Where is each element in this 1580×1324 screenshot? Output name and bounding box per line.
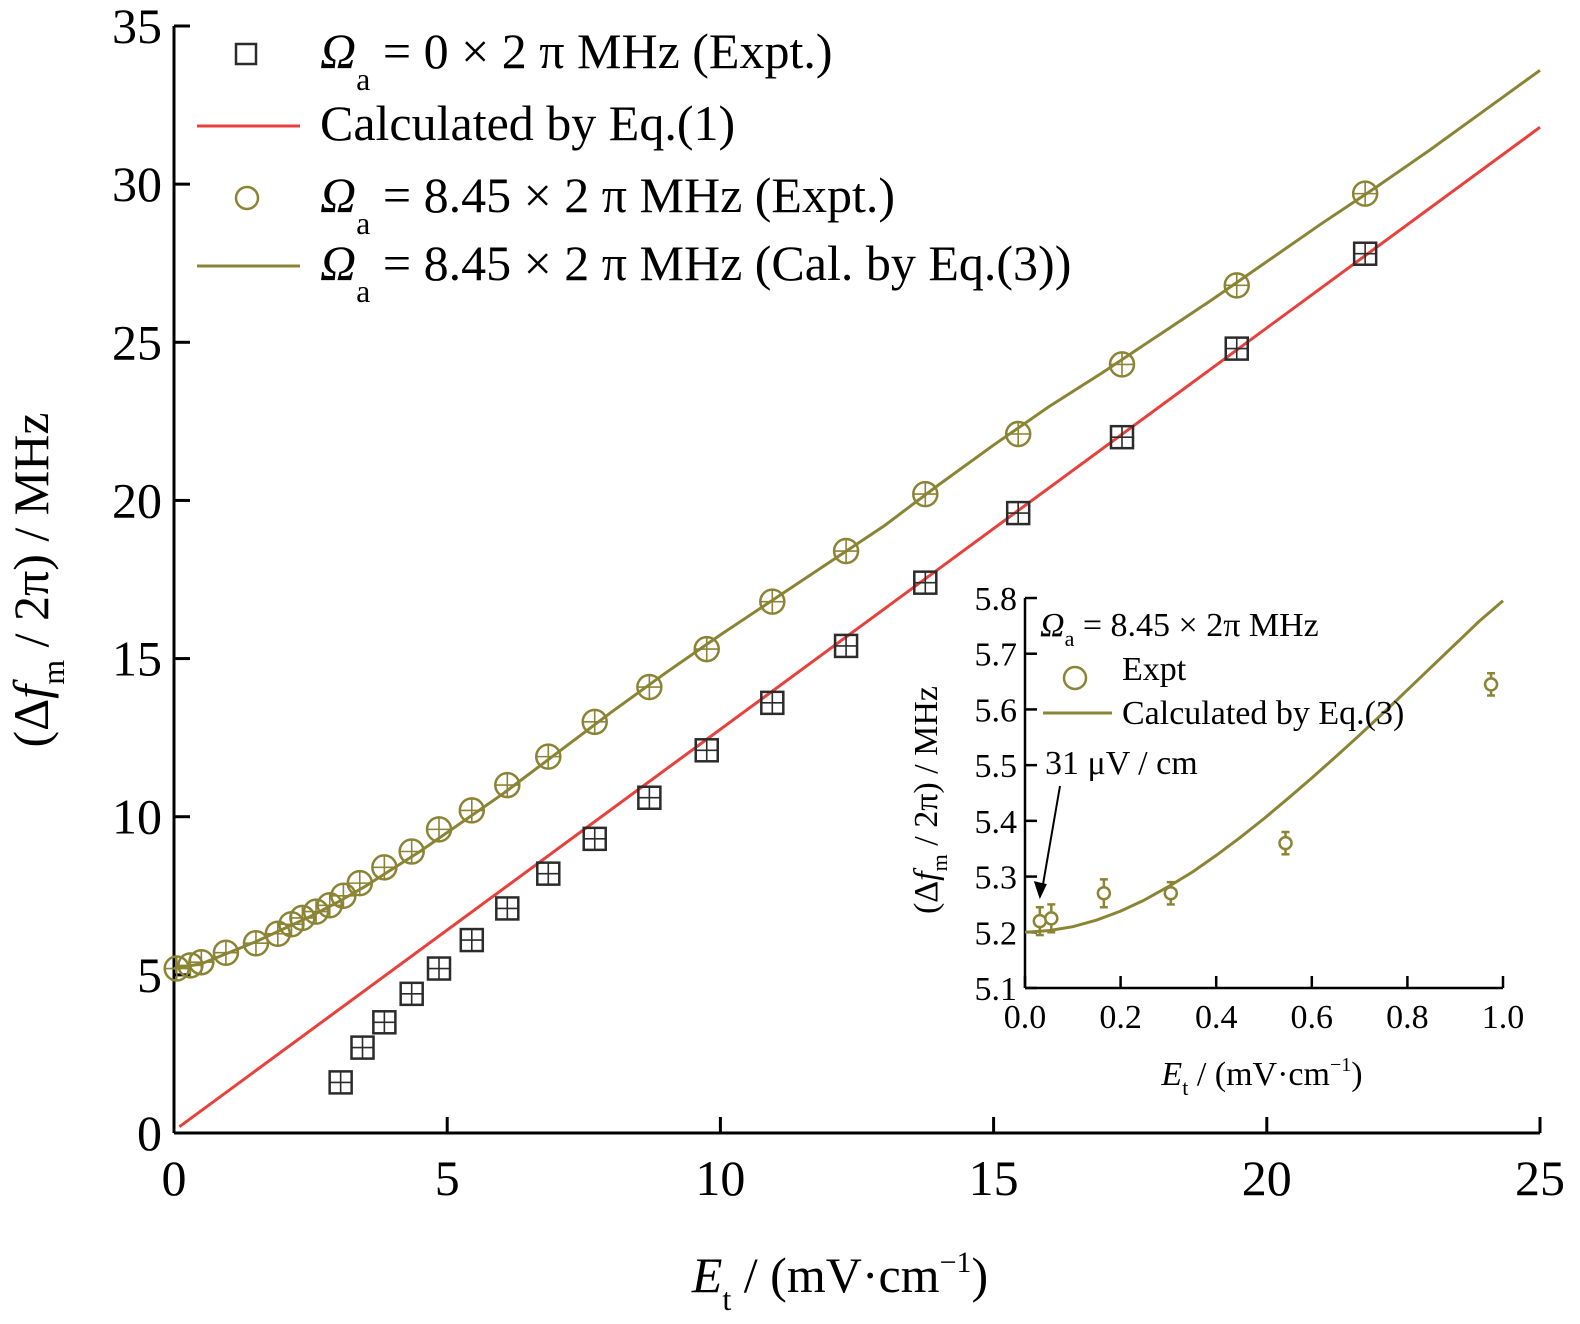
inset-annotation-arrow: [1040, 785, 1061, 892]
inset-series-line-eq3: [1024, 599, 1504, 934]
main-x-tick-label: 5: [435, 1150, 460, 1206]
axis-text: (Δ: [908, 881, 945, 914]
inset-y-tick-label: 5.6: [975, 692, 1018, 729]
main-y-tick-label: 30: [112, 156, 162, 212]
inset-legend-label: Calculated by Eq.(3): [1122, 695, 1404, 732]
legend-sub: a: [1065, 626, 1075, 651]
legend-item: Ωa = 8.45 × 2 π MHz (Expt.): [234, 167, 895, 241]
main-y-tick-label: 25: [112, 314, 162, 370]
main-x-tick-label: 10: [695, 1150, 745, 1206]
legend-text: = 8.45 × 2π MHz: [1074, 607, 1318, 644]
legend-label: Ωa = 0 × 2 π MHz (Expt.): [320, 23, 833, 97]
inset-y-tick-label: 5.1: [975, 971, 1018, 1008]
main-y-tick-label: 20: [112, 472, 162, 528]
legend-label: Calculated by Eq.(1): [320, 95, 735, 151]
axis-var: E: [691, 1247, 723, 1303]
legend-item: Ωa = 8.45 × 2 π MHz (Cal. by Eq.(3)): [197, 235, 1071, 309]
main-y-tick-label: 0: [137, 1105, 162, 1161]
inset-y-tick-label: 5.3: [975, 860, 1018, 897]
inset-legend-title: Ωa = 8.45 × 2π MHz: [1040, 607, 1319, 651]
legend-text: = 8.45 × 2 π MHz (Cal. by Eq.(3)): [370, 235, 1071, 291]
main-x-tick-label: 20: [1242, 1150, 1292, 1206]
legend-sub: a: [356, 61, 370, 97]
legend-label: Ωa = 8.45 × 2 π MHz (Cal. by Eq.(3)): [320, 235, 1071, 309]
inset-x-tick-label: 0.6: [1291, 999, 1334, 1036]
legend-item: Calculated by Eq.(1): [197, 95, 735, 151]
main-x-tick-label: 25: [1515, 1150, 1565, 1206]
legend-item: Ωa = 0 × 2 π MHz (Expt.): [234, 23, 833, 97]
inset-y-axis-label: (Δfm / 2π) / MHz: [908, 686, 952, 914]
inset-legend-label: Expt: [1122, 651, 1187, 688]
inset-data-point: [1096, 886, 1112, 901]
inset-legend-circle-icon: [1062, 665, 1088, 691]
legend-greek: Ω: [320, 235, 356, 291]
main-y-tick-label: 10: [112, 789, 162, 845]
legend-square-icon: [234, 42, 258, 66]
axis-text: / (mV·cm: [731, 1247, 939, 1303]
main-y-axis-label: (Δfm / 2π) / MHz: [3, 412, 71, 747]
inset-x-axis-label: Et / (mV·cm−1): [1160, 1054, 1362, 1100]
axis-sub: m: [35, 660, 71, 685]
inset-x-tick-label: 0.2: [1099, 999, 1142, 1036]
series-squares: [328, 241, 1378, 1095]
series-line-eq1: [178, 126, 1541, 1128]
inset-data-point: [1278, 835, 1293, 851]
inset-data-point: [1044, 911, 1059, 926]
legend-greek: Ω: [320, 23, 356, 79]
legend-text: = 0 × 2 π MHz (Expt.): [370, 23, 832, 79]
axis-text-close: ): [971, 1247, 988, 1303]
inset-x-tick-label: 1.0: [1482, 999, 1525, 1036]
inset-x-tick-label: 0.4: [1195, 999, 1238, 1036]
inset-y-tick-label: 5.7: [975, 637, 1018, 674]
legend-sub: a: [356, 273, 370, 309]
main-x-axis-label: Et / (mV·cm−1): [691, 1246, 988, 1317]
inset-y-tick-label: 5.2: [975, 915, 1018, 952]
legend-text: Calculated by Eq.(1): [320, 95, 735, 151]
inset-y-tick-label: 5.4: [975, 804, 1018, 841]
legend-sub: a: [356, 205, 370, 241]
main-y-tick-label: 15: [112, 631, 162, 687]
axis-sub: m: [927, 854, 952, 871]
legend-text: = 8.45 × 2 π MHz (Expt.): [370, 167, 895, 223]
legend-greek: Ω: [1040, 607, 1065, 644]
inset-x-tick-label: 0.0: [1004, 999, 1047, 1036]
main-x-tick-label: 0: [162, 1150, 187, 1206]
series-circles: [163, 180, 1379, 982]
axis-var: E: [1160, 1056, 1182, 1093]
axis-sup: −1: [940, 1246, 972, 1279]
inset-data-point: [1032, 913, 1048, 929]
inset-y-tick-label: 5.5: [975, 748, 1018, 785]
inset-annotation: 31 μV / cm: [1045, 745, 1198, 782]
main-y-tick-label: 5: [137, 947, 162, 1003]
axis-text: / 2π) / MHz: [3, 412, 59, 659]
axis-text: / 2π) / MHz: [908, 686, 945, 854]
inset-annotation-arrowhead: [1033, 881, 1047, 900]
axis-text: (Δ: [3, 699, 59, 748]
legend-label: Ωa = 8.45 × 2 π MHz (Expt.): [320, 167, 895, 241]
series-line-eq3: [173, 69, 1541, 971]
axis-sup: −1: [1330, 1054, 1351, 1076]
legend-greek: Ω: [320, 167, 356, 223]
main-x-tick-label: 15: [969, 1150, 1019, 1206]
axis-sub: t: [1182, 1075, 1188, 1100]
axis-sub: t: [722, 1281, 731, 1317]
inset-data-point: [1163, 886, 1179, 901]
inset-chart: 0.0 0.2 0.4 0.6 0.8 1.0 5.1 5.2 5.3 5.4 5.5 5.6 5.7 5…: [908, 581, 1524, 1100]
legend-circle-icon: [234, 185, 260, 211]
main-y-tick-label: 35: [112, 0, 162, 54]
axis-text-close: ): [1351, 1056, 1362, 1093]
inset-y-tick-label: 5.8: [975, 581, 1018, 618]
inset-x-tick-label: 0.8: [1386, 999, 1429, 1036]
inset-data-point: [1483, 677, 1499, 692]
axis-text: / (mV·cm: [1188, 1056, 1330, 1093]
